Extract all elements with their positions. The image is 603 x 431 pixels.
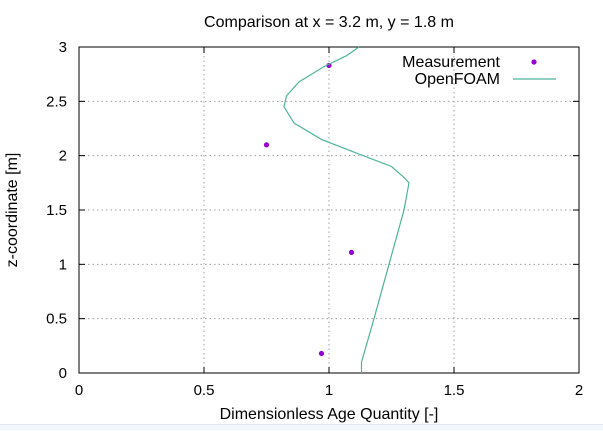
series-layer [263, 46, 410, 373]
legend-point-swatch [531, 59, 537, 65]
tick-marks [78, 46, 580, 374]
measurement-point [318, 350, 325, 357]
legend-label: Measurement [402, 54, 500, 71]
y-tick-label: 1.5 [46, 202, 67, 219]
y-tick-label: 0 [59, 365, 67, 382]
y-tick-label: 0.5 [46, 311, 67, 328]
window-bottom-edge [0, 424, 603, 431]
x-tick-labels: 0 0.5 1 1.5 2 [75, 382, 583, 399]
y-tick-label: 2.5 [46, 93, 67, 110]
y-axis-label: z-coordinate [m] [4, 153, 21, 268]
grid-lines [79, 47, 579, 373]
openfoam-line [283, 46, 410, 373]
x-tick-label: 1 [325, 382, 333, 399]
chart-title: Comparison at x = 3.2 m, y = 1.8 m [204, 14, 454, 31]
x-tick-label: 0.5 [194, 382, 215, 399]
x-tick-label: 0 [75, 382, 83, 399]
y-tick-label: 1 [59, 256, 67, 273]
x-tick-label: 2 [575, 382, 583, 399]
y-tick-label: 2 [59, 148, 67, 165]
y-tick-label: 3 [59, 39, 67, 56]
y-tick-labels: 0 0.5 1 1.5 2 2.5 3 [46, 39, 67, 382]
x-tick-label: 1.5 [444, 382, 465, 399]
x-axis-label: Dimensionless Age Quantity [-] [220, 406, 439, 423]
measurement-point [348, 249, 355, 255]
legend-label: OpenFOAM [415, 71, 500, 88]
measurement-point [263, 142, 270, 148]
